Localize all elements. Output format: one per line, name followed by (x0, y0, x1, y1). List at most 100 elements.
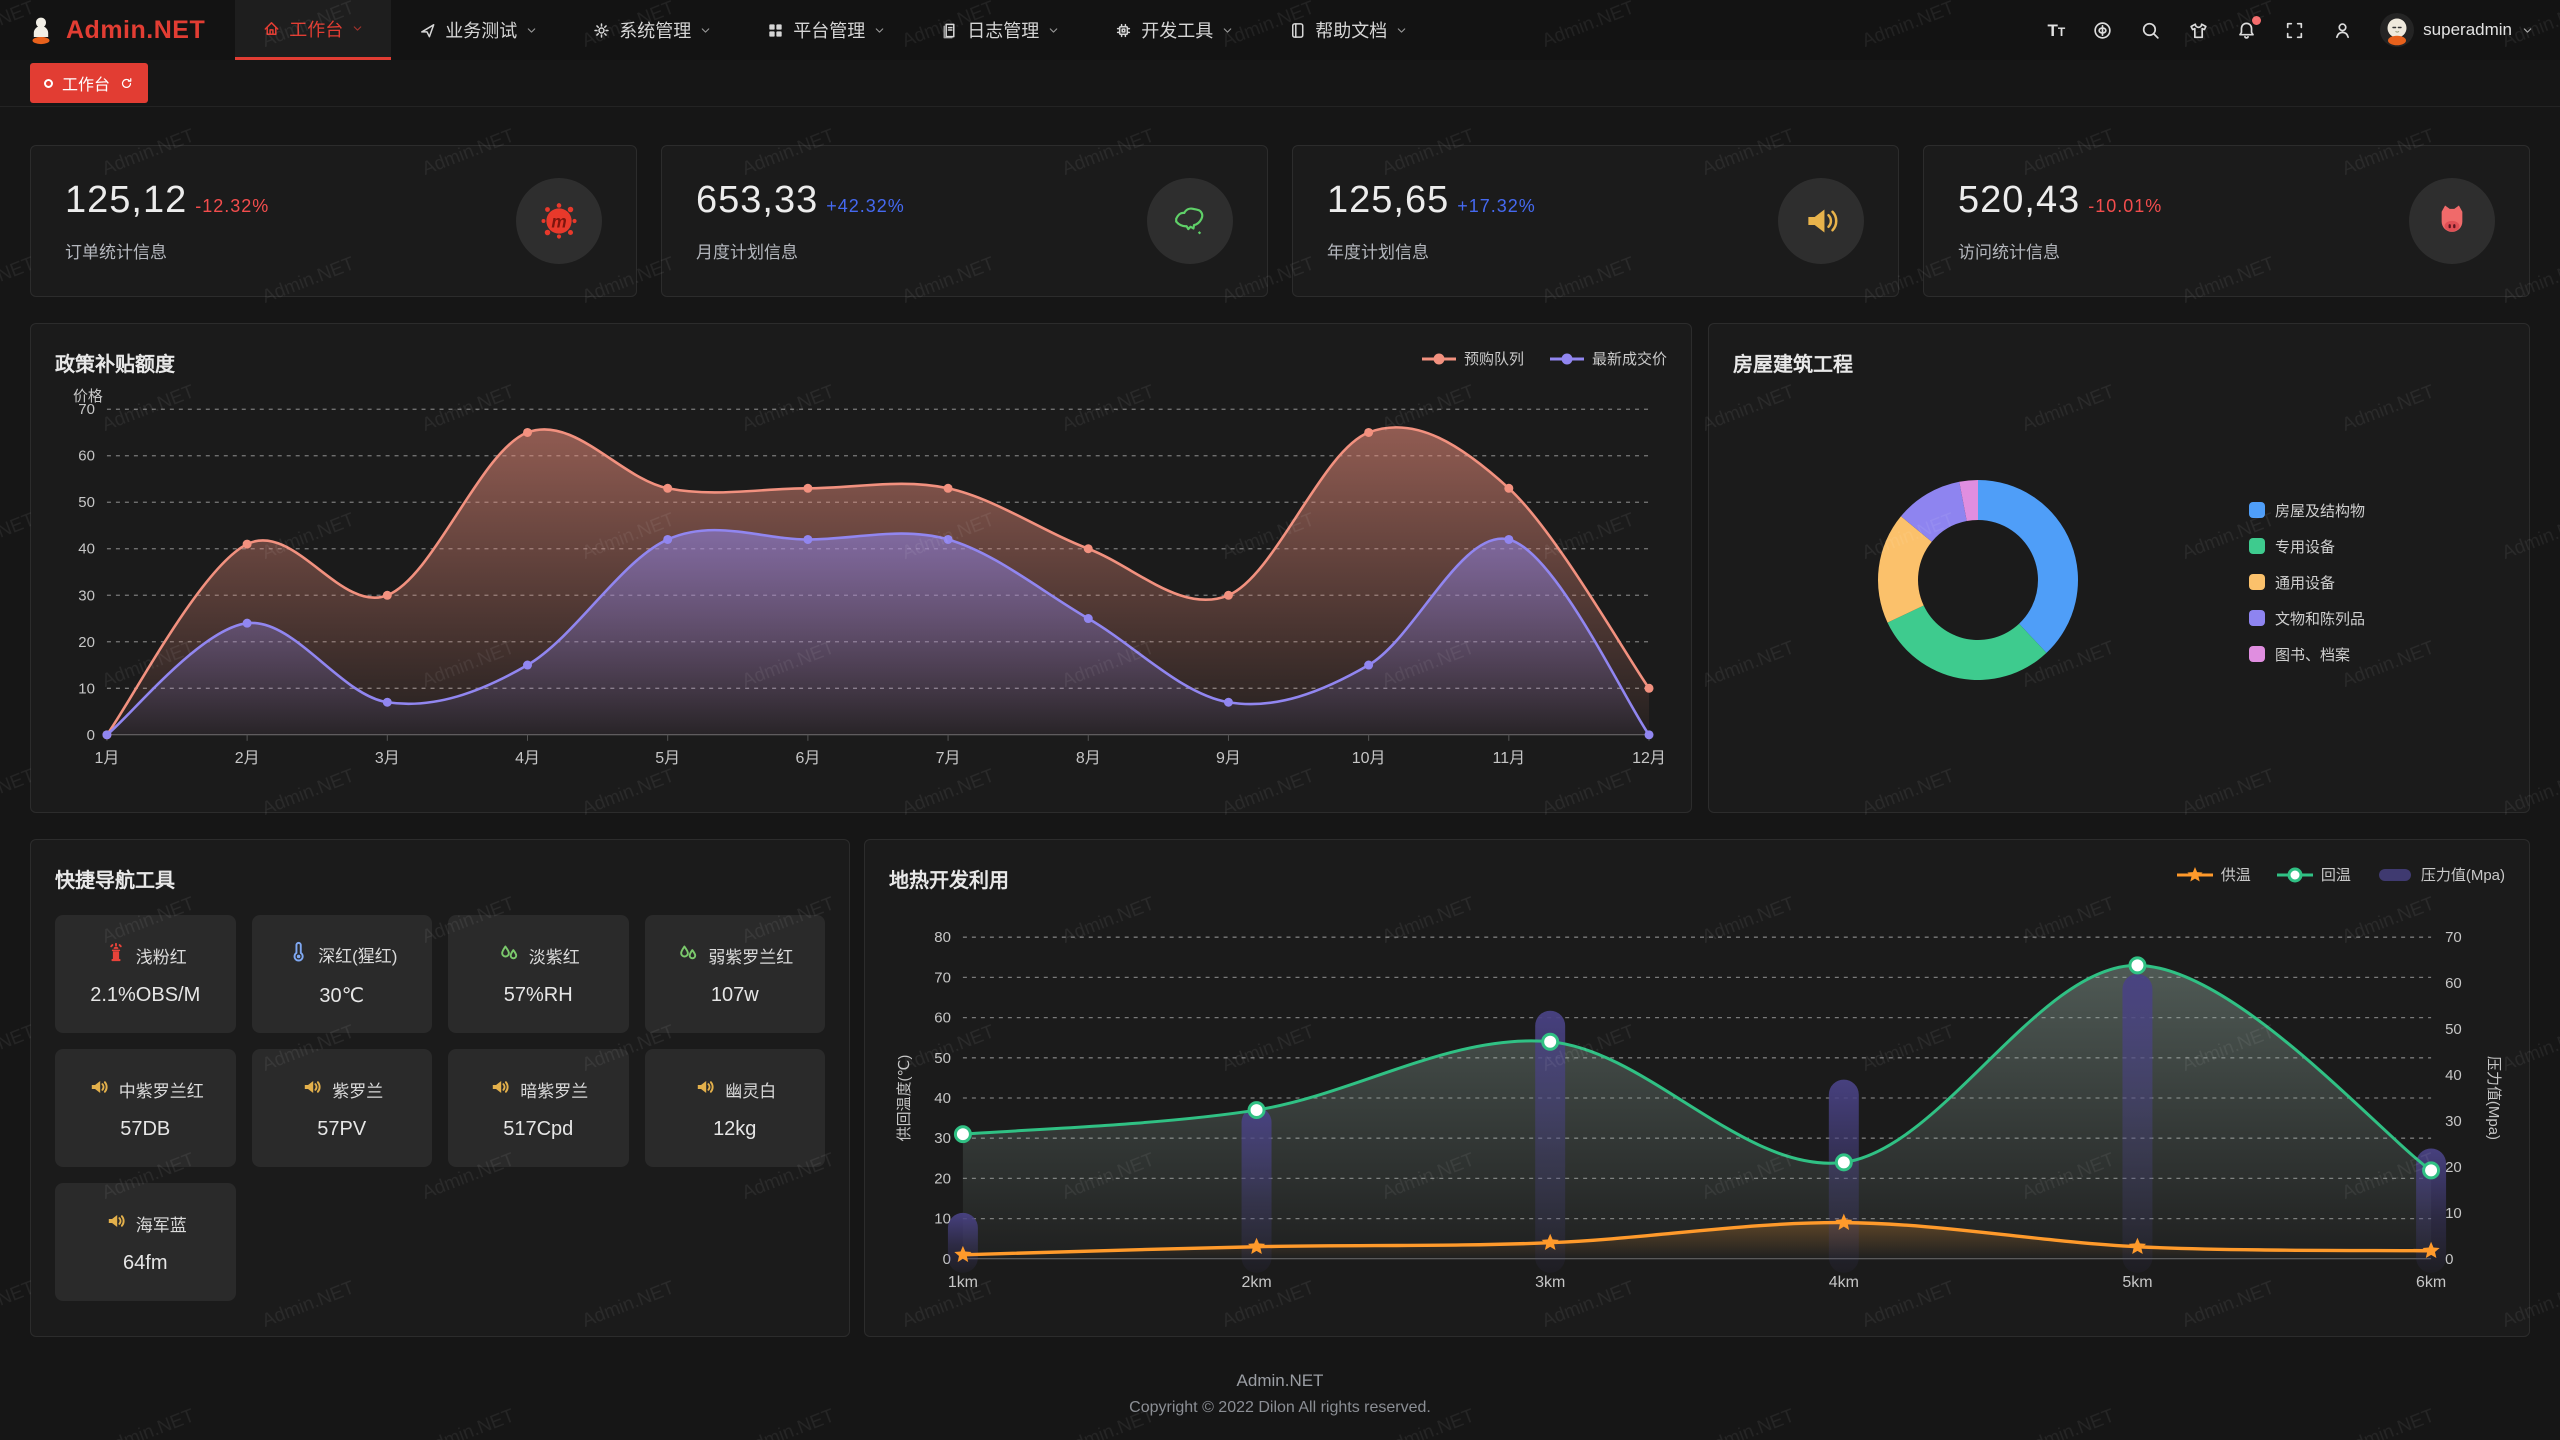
chart3-legend: 供温 回温 压力值(Mpa) (2176, 864, 2505, 885)
pressure-bar (947, 1212, 978, 1273)
svg-text:11月: 11月 (1493, 750, 1526, 767)
quick-nav-grid: 浅粉红 2.1%OBS/M 深红(猩红) 30℃ 淡紫红 57%RH 弱紫罗兰红 107w 中紫… (55, 915, 825, 1301)
tabbar: 工作台 (0, 60, 2560, 107)
legend-item-压力值(Mpa)[interactable]: 压力值(Mpa) (2377, 864, 2505, 885)
donut-slice-图书、档案 (1959, 480, 1978, 522)
legend-item-房屋及结构物[interactable]: 房屋及结构物 (2249, 500, 2365, 521)
svg-text:20: 20 (78, 634, 95, 651)
menu-item-日志管理[interactable]: 日志管理 (913, 0, 1087, 60)
app-logo[interactable]: Admin.NET (0, 0, 235, 60)
home-icon (264, 22, 279, 35)
bell-icon (2239, 22, 2255, 39)
refresh-icon[interactable] (119, 76, 134, 91)
legend-item-通用设备[interactable]: 通用设备 (2249, 572, 2365, 593)
quick-nav-item-紫罗兰[interactable]: 紫罗兰 57PV (251, 1049, 432, 1167)
pressure-bar (2122, 973, 2153, 1273)
language-button[interactable] (2092, 20, 2113, 41)
menu-item-开发工具[interactable]: 开发工具 (1087, 0, 1261, 60)
svg-text:1km: 1km (948, 1274, 978, 1291)
fullscreen-button[interactable] (2284, 20, 2305, 41)
svg-text:70: 70 (934, 969, 951, 986)
svg-text:70: 70 (78, 401, 95, 418)
menu-item-帮助文档[interactable]: 帮助文档 (1261, 0, 1435, 60)
speaker-big-icon (1808, 209, 1838, 233)
svg-text:60: 60 (934, 1010, 951, 1027)
china-map-icon (1175, 207, 1204, 235)
quick-nav-item-浅粉红[interactable]: 浅粉红 2.1%OBS/M (55, 915, 236, 1033)
svg-text:2km: 2km (1241, 1274, 1271, 1291)
chevron-down-icon (1223, 27, 1232, 33)
legend-item-供温[interactable]: 供温 (2176, 864, 2251, 885)
quick-nav-item-中紫罗兰红[interactable]: 中紫罗兰红 57DB (55, 1049, 236, 1167)
search-icon (2143, 22, 2159, 39)
tool-value: 2.1%OBS/M (90, 984, 201, 1006)
thermometer-icon (293, 941, 304, 962)
stats-row: 125,12 -12.32% 订单统计信息 m 653,33 +42.32% 月度计划信息 1… (30, 145, 2530, 297)
quick-nav-item-暗紫罗兰[interactable]: 暗紫罗兰 517Cpd (448, 1049, 629, 1167)
stat-change: -10.01% (2088, 196, 2163, 216)
line-series-1 (106, 528, 1651, 736)
line-series-0 (105, 426, 1651, 736)
menu-item-系统管理[interactable]: 系统管理 (565, 0, 739, 60)
panel-geothermal: 地热开发利用 供温 回温 压力值(Mpa) 0 10 20 30 40 50 60 70 80 0 10… (864, 839, 2530, 1337)
menu-item-工作台[interactable]: 工作台 (235, 0, 392, 60)
tab-label: 工作台 (62, 77, 111, 94)
avatar (2380, 13, 2415, 47)
footer: Admin.NET Copyright © 2022 Dilon All rig… (30, 1367, 2530, 1421)
svg-text:60: 60 (78, 448, 95, 465)
menu-item-平台管理[interactable]: 平台管理 (739, 0, 913, 60)
profile-button[interactable] (2332, 20, 2353, 41)
drops-icon (680, 945, 697, 960)
grid-icon (769, 23, 782, 37)
svg-text:50: 50 (78, 494, 95, 511)
legend-item-文物和陈列品[interactable]: 文物和陈列品 (2249, 608, 2365, 629)
legend-item-最新成交价[interactable]: 最新成交价 (1549, 348, 1667, 369)
quick-nav-item-淡紫红[interactable]: 淡紫红 57%RH (448, 915, 629, 1033)
quick-nav-item-深红(猩红)[interactable]: 深红(猩红) 30℃ (251, 915, 432, 1033)
theme-button[interactable] (2188, 20, 2209, 41)
tool-value: 12kg (713, 1118, 757, 1140)
splat-m-icon: m (541, 203, 577, 239)
pressure-bar (1535, 1010, 1566, 1273)
speaker-icon (108, 1215, 125, 1227)
logo-text: Admin.NET (66, 15, 206, 44)
user-name: superadmin (2423, 20, 2512, 39)
legend-item-预购队列[interactable]: 预购队列 (1421, 348, 1524, 369)
stat-value: 653,33 +42.32% (696, 179, 905, 221)
svg-text:8月: 8月 (1076, 750, 1101, 767)
pressure-bar (2416, 1148, 2447, 1273)
svg-text:20: 20 (934, 1170, 951, 1187)
donut-slice-房屋及结构物 (1978, 480, 2078, 653)
legend-item-回温[interactable]: 回温 (2276, 864, 2351, 885)
tool-value: 57DB (120, 1118, 171, 1140)
svg-text:6km: 6km (2416, 1274, 2446, 1291)
building-donut-chart[interactable] (1733, 382, 2203, 782)
menu-item-label: 平台管理 (793, 21, 866, 41)
notifications-button[interactable] (2236, 15, 2262, 41)
stat-change: -12.32% (195, 196, 270, 216)
tool-value: 57PV (317, 1118, 367, 1140)
quick-nav-item-弱紫罗兰红[interactable]: 弱紫罗兰红 107w (644, 915, 825, 1033)
legend-item-专用设备[interactable]: 专用设备 (2249, 536, 2365, 557)
geothermal-chart[interactable]: 0 10 20 30 40 50 60 70 80 0 10 20 30 40 50 60 70 供回温度(℃) 压… (889, 899, 2505, 1309)
svg-text:1月: 1月 (95, 750, 120, 767)
quick-nav-item-海军蓝[interactable]: 海军蓝 64fm (55, 1183, 236, 1301)
user-menu[interactable]: superadmin (2380, 13, 2534, 47)
search-button[interactable] (2140, 20, 2161, 41)
font-size-button[interactable]: TT (2047, 22, 2065, 39)
svg-text:20: 20 (2445, 1159, 2462, 1176)
tool-name: 幽灵白 (725, 1082, 777, 1101)
donut-slice-专用设备 (1887, 605, 2047, 680)
legend-item-图书、档案[interactable]: 图书、档案 (2249, 644, 2365, 665)
svg-text:7月: 7月 (936, 750, 961, 767)
svg-text:30: 30 (78, 587, 95, 604)
stat-icon-circle (1778, 178, 1864, 264)
menu-item-业务测试[interactable]: 业务测试 (391, 0, 565, 60)
svg-text:供回温度(℃): 供回温度(℃) (896, 1055, 913, 1142)
quick-nav-item-幽灵白[interactable]: 幽灵白 12kg (644, 1049, 825, 1167)
tab-workbench[interactable]: 工作台 (30, 63, 149, 103)
menu-item-label: 帮助文档 (1315, 21, 1388, 41)
svg-text:4月: 4月 (515, 750, 540, 767)
svg-text:40: 40 (934, 1090, 951, 1107)
